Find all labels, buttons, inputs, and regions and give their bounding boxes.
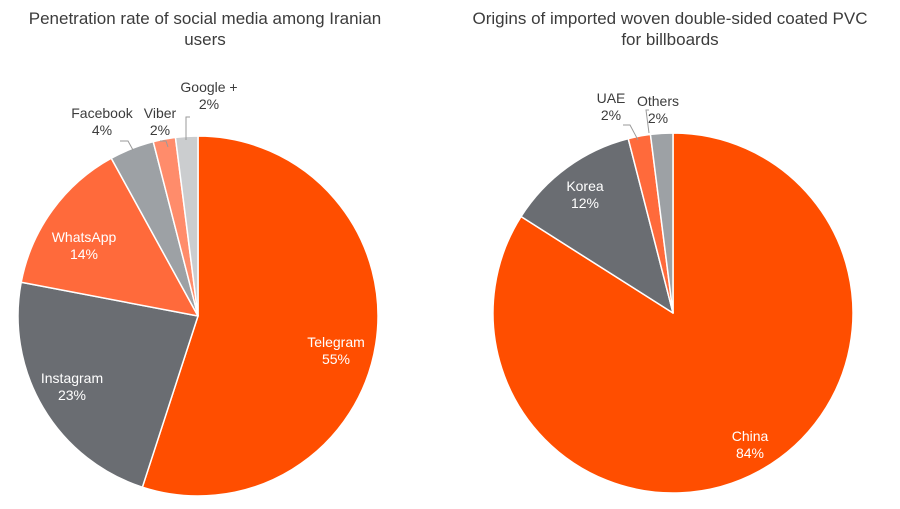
right-slice-label-uae: UAE [597,90,626,106]
left-slice-label-facebook: Facebook [71,105,133,121]
right-pie-slice-korea [520,137,674,314]
left-slice-value-viber: 2% [150,122,170,138]
left-slice-label-instagram: Instagram [41,370,103,386]
left-leader-line-viber [160,140,169,148]
right-leader-line-uae [623,124,639,141]
left-slice-label-google: Google + [180,79,237,95]
left-slice-label-whatsapp: WhatsApp [52,229,117,245]
right-slice-label-korea: Korea [566,178,604,194]
left-slice-value-instagram: 23% [58,387,86,403]
left-leader-line-facebook [120,140,134,151]
left-pie-slice-instagram [17,281,199,488]
left-slice-value-whatsapp: 14% [70,246,98,262]
right-slice-value-china: 84% [736,445,764,461]
left-slice-label-viber: Viber [144,105,177,121]
left-chart-title: Penetration rate of social media among I… [28,9,382,49]
left-slice-value-telegram: 55% [322,351,350,367]
left-pie-slice-whatsapp [20,157,199,317]
right-pie-slice-others [649,132,674,314]
right-slice-value-uae: 2% [601,107,621,123]
left-slice-value-facebook: 4% [92,122,112,138]
left-pie-slice-google [174,135,199,317]
left-slice-value-google: 2% [199,96,219,112]
right-slice-value-others: 2% [648,110,668,126]
right-slice-value-korea: 12% [571,195,599,211]
left-slice-label-telegram: Telegram [307,334,365,350]
left-pie-slice-telegram [141,135,379,497]
right-leader-line-others [645,109,650,134]
right-pie-slice-china [492,132,854,494]
left-leader-line-google [185,116,190,140]
right-chart-title: Origins of imported woven double-sided c… [472,9,868,49]
right-slice-label-others: Others [637,93,679,109]
right-slice-label-china: China [732,428,769,444]
